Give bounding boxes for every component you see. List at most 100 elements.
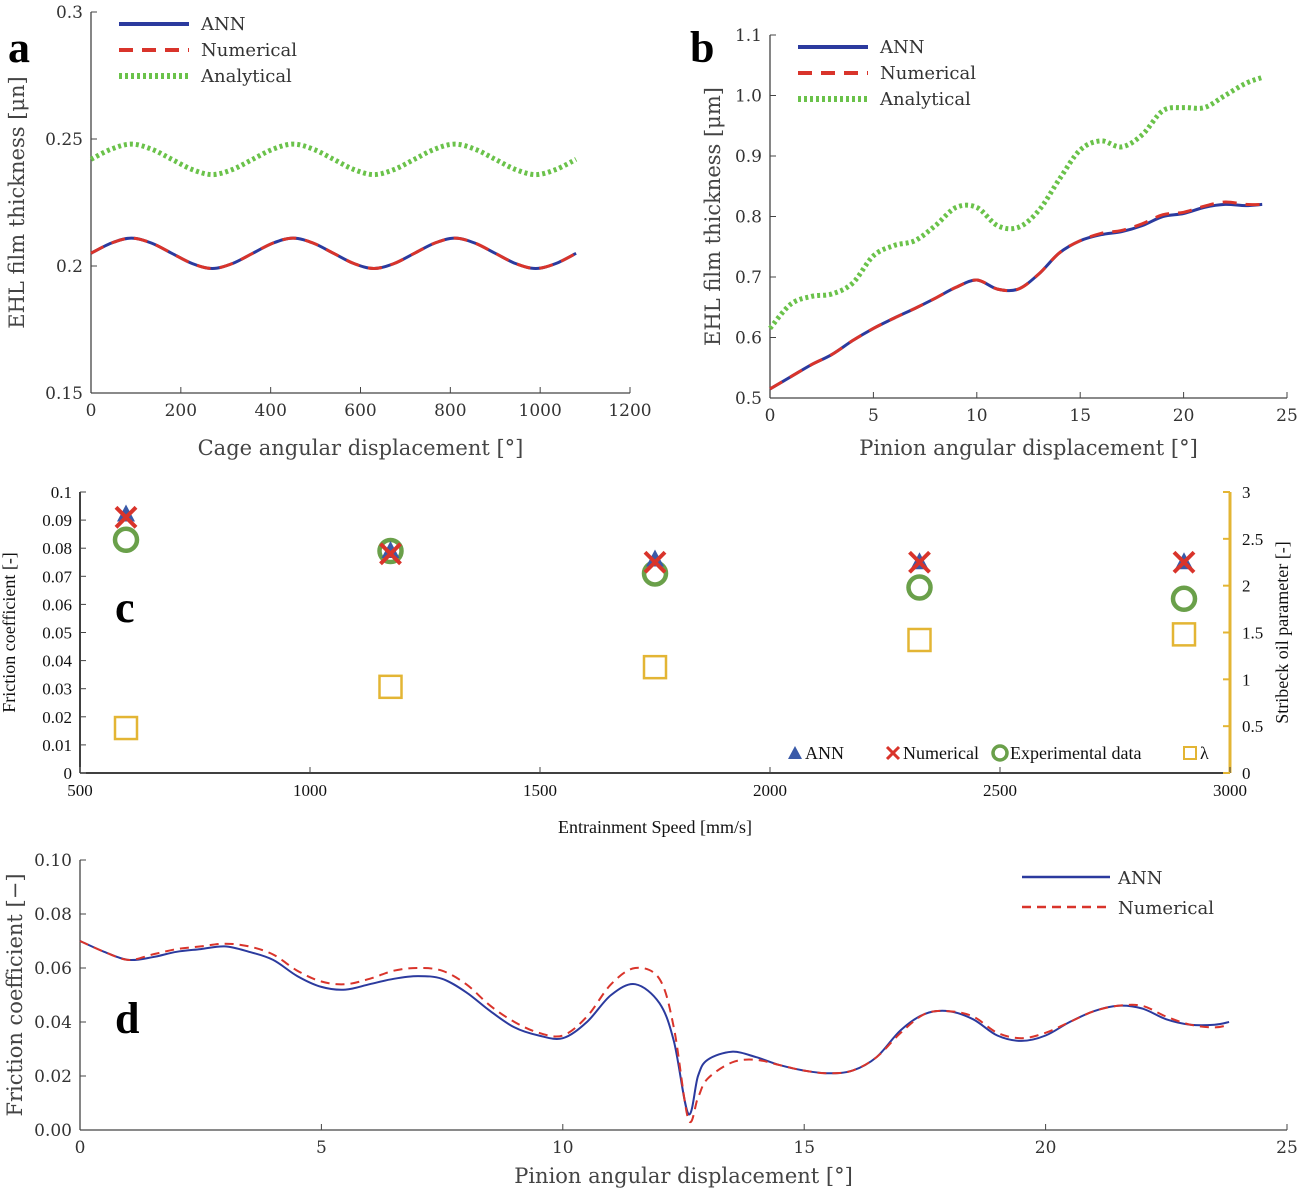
x-tick-label: 25	[1276, 1138, 1298, 1158]
y-tick-label: 0.03	[42, 680, 72, 699]
panel-c: 500 1000 1500 2000 2500 300000.010.020.030.04…	[0, 483, 1292, 837]
y-tick-label: 0.02	[42, 708, 72, 727]
x-tick-label: 10	[552, 1138, 574, 1158]
y-tick-label: 0.02	[34, 1067, 72, 1087]
panel-letter: b	[690, 23, 714, 72]
legend-marker	[885, 745, 901, 761]
series-line-analytical	[89, 141, 578, 178]
y-tick-label: 0.8	[735, 208, 762, 228]
point-ann	[381, 541, 400, 559]
x-tick-label: 5	[316, 1138, 327, 1158]
x-tick-label: 20	[1035, 1138, 1057, 1158]
y2-tick-label: 0.5	[1242, 717, 1263, 736]
y-axis-label: EHL film thickness [μm]	[701, 87, 725, 346]
x-tick-label: 600	[344, 401, 376, 421]
point-λ	[642, 654, 668, 680]
x-tick-label: 2500	[983, 781, 1017, 800]
series-line-numerical	[90, 236, 577, 271]
series-line-ann	[79, 940, 1230, 1116]
point-experimental-data	[1170, 585, 1198, 613]
x-axis-label: Entrainment Speed [mm/s]	[558, 817, 752, 837]
panel-b: 0 5 10 15 20 25 0.5 0.6 0.7 0.8 0.9 1.0 1.1 Pinion an…	[690, 23, 1298, 460]
series-line-ann	[769, 202, 1263, 391]
x-stroke	[908, 550, 931, 574]
y-tick-label: 0.06	[42, 595, 72, 614]
y2-tick-label: 3	[1242, 483, 1251, 502]
legend-marker	[788, 746, 802, 759]
series-line-analytical	[768, 75, 1264, 331]
x-tick-label: 500	[67, 781, 93, 800]
x-stroke	[885, 745, 901, 761]
y-tick-label: 0	[64, 764, 73, 783]
legend-label: Experimental data	[1010, 743, 1141, 763]
y-tick-label: 1.1	[735, 26, 762, 46]
legend-label: Numerical	[1118, 898, 1214, 919]
y-tick-label: 0.00	[34, 1121, 72, 1141]
panel-d: 0 5 10 15 20 25 0.00 0.02 0.04 0.06 0.08 0.10 Pinion…	[3, 851, 1298, 1188]
point-experimental-data	[906, 574, 933, 601]
point-λ	[378, 674, 403, 700]
point-numerical	[908, 550, 931, 574]
point-numerical	[379, 542, 402, 566]
x-tick-label: 1200	[608, 401, 651, 421]
legend-marker	[1183, 746, 1197, 760]
panel-letter: a	[8, 23, 30, 72]
series-line-numerical	[79, 940, 1230, 1123]
legend-label: Numerical	[201, 40, 297, 61]
y-tick-label: 0.01	[42, 736, 72, 755]
x-tick-label: 5	[868, 406, 879, 426]
panel-a: 0 200 400 600 800 1000 1200 0.15 0.2 0.25 0.3 Cage …	[5, 3, 652, 460]
x-axis-label: Pinion angular displacement [°]	[859, 436, 1198, 460]
x-stroke	[379, 542, 402, 566]
y-tick-label: 0.15	[45, 384, 83, 404]
y-axis-label: EHL film thickness [μn]	[5, 76, 29, 328]
legend-label: ANN	[879, 37, 925, 58]
point-ann	[117, 504, 135, 522]
legend-label: λ	[1200, 743, 1209, 763]
x-tick-label: 800	[434, 401, 466, 421]
point-λ	[907, 627, 932, 653]
point-experimental-data	[377, 537, 404, 565]
x-tick-label: 10	[966, 406, 988, 426]
y2-tick-label: 0	[1242, 764, 1251, 783]
y-tick-label: 1.0	[735, 87, 762, 107]
y-tick-label: 0.1	[51, 483, 72, 502]
legend-label: Analytical	[200, 66, 292, 87]
y-tick-label: 0.04	[42, 652, 72, 671]
y-tick-label: 0.07	[42, 567, 72, 586]
legend-label: ANN	[805, 743, 844, 763]
x-tick-label: 15	[1069, 406, 1091, 426]
y-tick-label: 0.08	[34, 905, 72, 925]
x-tick-label: 20	[1173, 406, 1195, 426]
y-tick-label: 0.06	[34, 959, 72, 979]
point-numerical	[643, 550, 667, 574]
y2-tick-label: 1.5	[1242, 624, 1263, 643]
x-tick-label: 1000	[293, 781, 327, 800]
y2-tick-label: 2.5	[1242, 530, 1263, 549]
point-λ	[1171, 622, 1197, 647]
series-line-numerical	[769, 200, 1263, 391]
y-tick-label: 0.08	[42, 539, 72, 558]
panel-letter: c	[115, 583, 135, 632]
y-tick-label: 0.09	[42, 511, 72, 530]
y-tick-label: 0.10	[34, 851, 72, 871]
x-stroke	[643, 550, 667, 574]
x-tick-label: 0	[765, 406, 776, 426]
y-tick-label: 0.6	[735, 329, 762, 349]
x-axis-label: Cage angular displacement [°]	[198, 436, 524, 460]
x-tick-label: 2000	[753, 781, 787, 800]
point-numerical	[114, 505, 138, 529]
x-axis-label: Pinion angular displacement [°]	[514, 1164, 853, 1188]
legend-label: ANN	[1117, 868, 1163, 889]
x-tick-label: 200	[165, 401, 197, 421]
y-tick-label: 0.04	[34, 1013, 72, 1033]
x-tick-label: 1500	[523, 781, 557, 800]
y-axis-label: Friction coefficient [-]	[0, 552, 19, 713]
point-λ	[113, 715, 139, 741]
y-tick-label: 0.7	[735, 268, 762, 288]
x-tick-label: 3000	[1213, 781, 1247, 800]
point-ann	[646, 549, 664, 567]
y-tick-label: 0.3	[56, 3, 83, 23]
y-tick-label: 0.9	[735, 147, 762, 167]
